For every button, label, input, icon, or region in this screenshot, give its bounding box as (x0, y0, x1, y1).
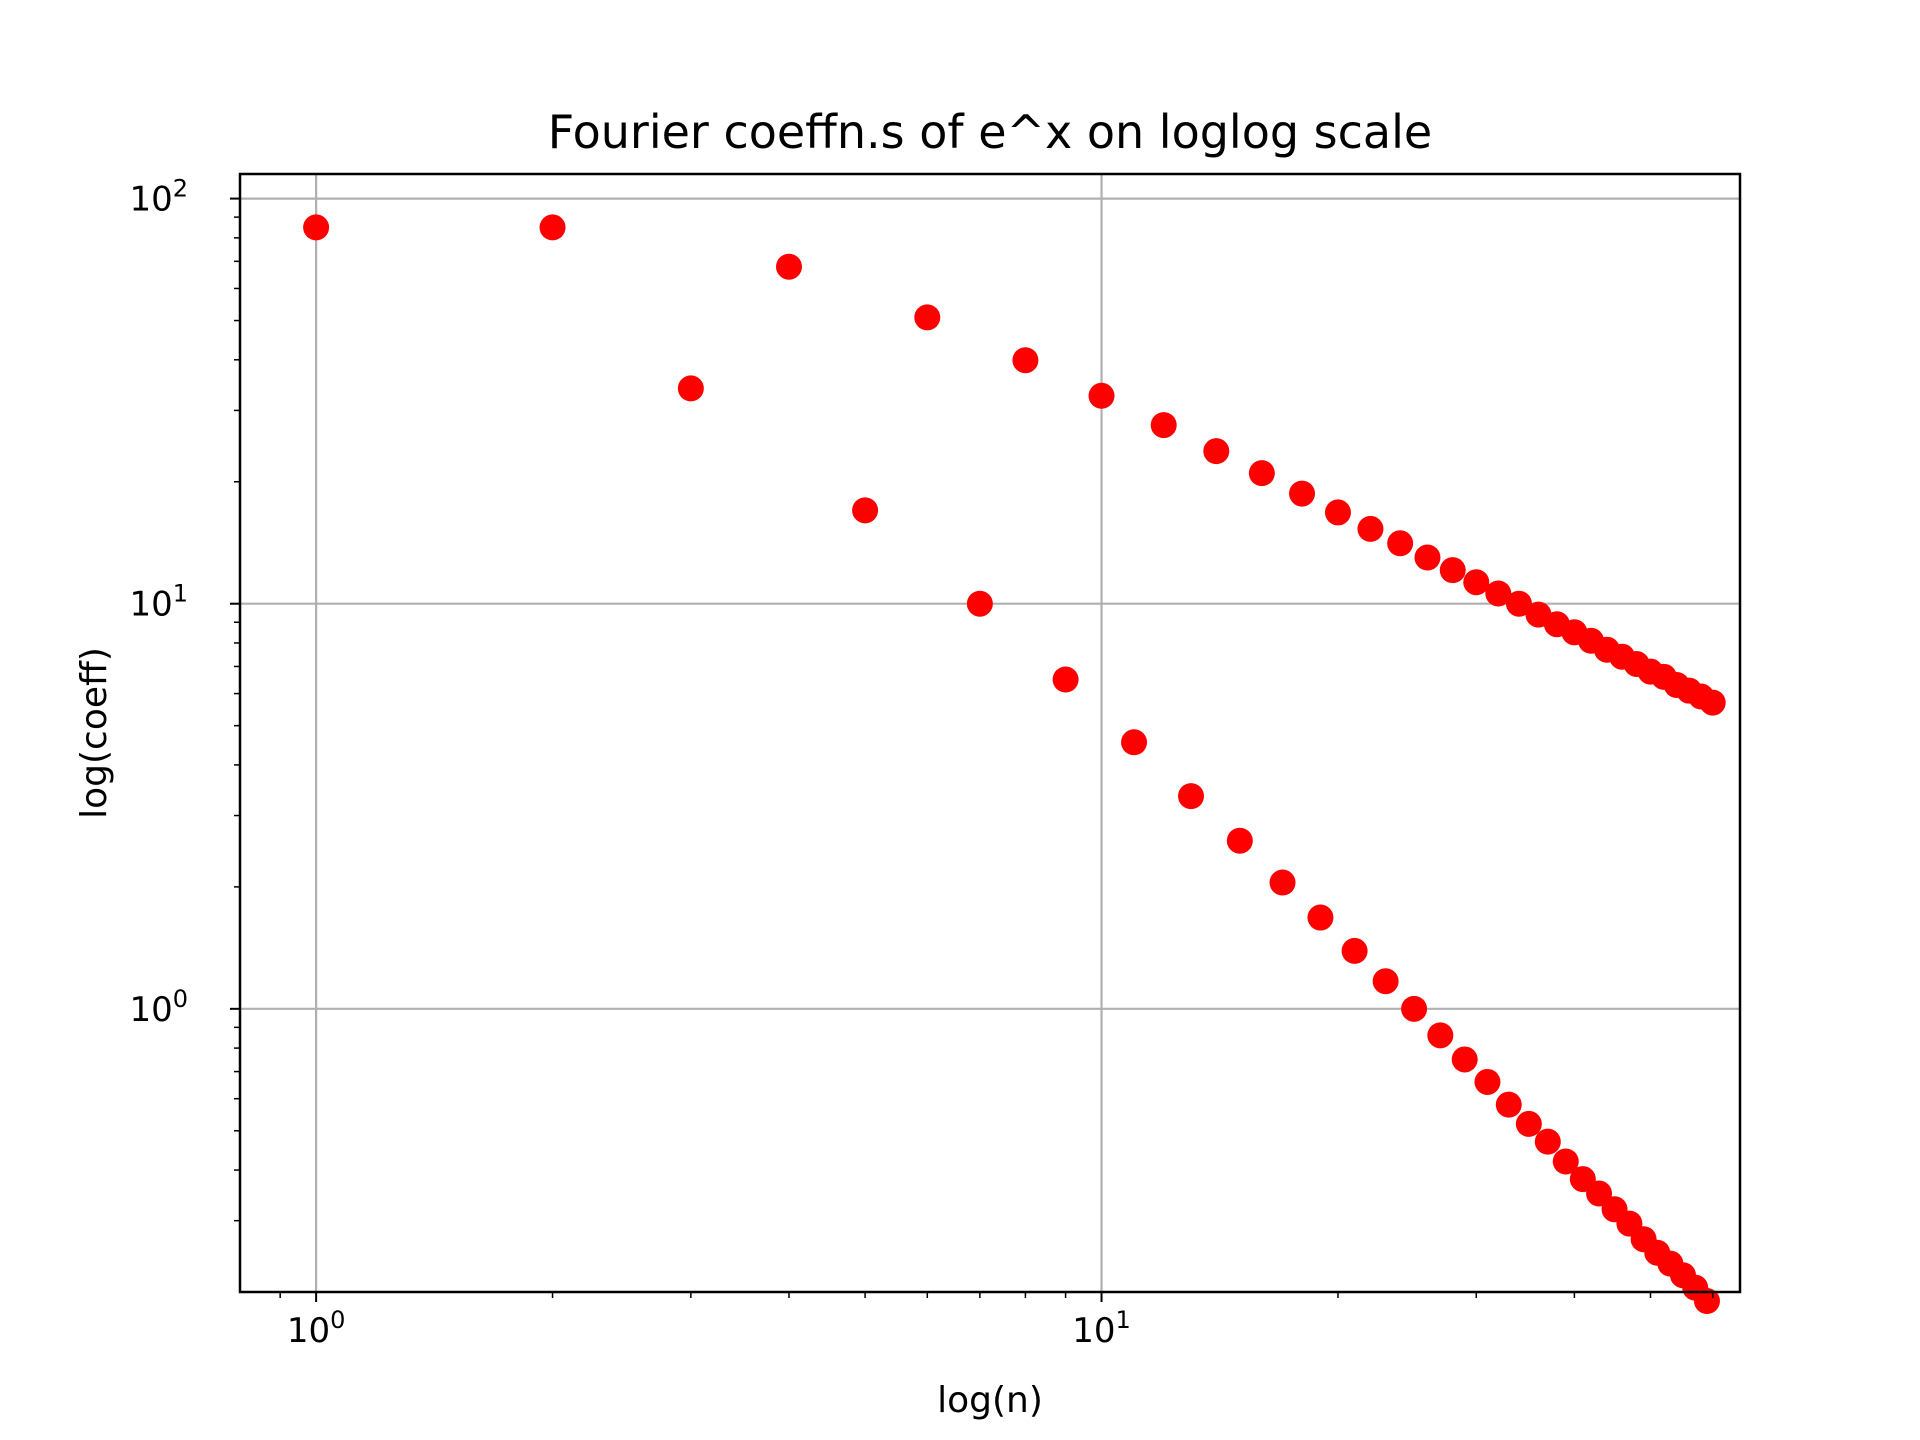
data-point (1534, 1128, 1561, 1155)
data-point (1269, 869, 1296, 896)
data-point (1178, 783, 1205, 810)
data-point (966, 590, 993, 617)
data-point (1414, 544, 1441, 571)
data-point (914, 304, 941, 331)
data-point (1451, 1046, 1478, 1073)
plot-area-frame (238, 172, 1742, 1294)
data-point (1203, 438, 1230, 465)
data-point (1474, 1068, 1501, 1095)
data-points (303, 214, 1726, 1315)
x-axis-label: log(n) (937, 1380, 1043, 1421)
data-point (1341, 937, 1368, 964)
data-point (1357, 515, 1384, 542)
x-tick-label-exponent: 0 (330, 1306, 345, 1334)
y-tick-label: 100 (129, 985, 188, 1030)
data-point (1372, 968, 1399, 995)
data-point (677, 375, 704, 402)
data-point (1693, 1288, 1720, 1315)
axis-ticks (230, 197, 1714, 1302)
data-point (852, 497, 879, 524)
data-point (1387, 530, 1414, 557)
data-point (1121, 729, 1148, 756)
data-point (775, 253, 802, 280)
data-point (1150, 412, 1177, 439)
y-tick-label-exponent: 1 (173, 580, 188, 608)
data-point (1289, 480, 1316, 507)
data-point (1552, 1148, 1579, 1175)
data-point (1324, 499, 1351, 526)
y-tick-label-exponent: 2 (173, 175, 188, 203)
data-point (1439, 557, 1466, 584)
data-point (1427, 1022, 1454, 1049)
chart-title: Fourier coeffn.s of e^x on loglog scale (548, 105, 1432, 159)
data-point (1248, 460, 1275, 487)
data-point (1485, 580, 1512, 607)
data-point (1699, 689, 1726, 716)
data-point (1012, 347, 1039, 374)
y-axis-label: log(coeff) (74, 647, 115, 819)
data-point (1495, 1091, 1522, 1118)
data-point (1515, 1110, 1542, 1137)
data-point (1401, 995, 1428, 1022)
data-point (1505, 590, 1532, 617)
data-point (1307, 904, 1334, 931)
y-tick-label-exponent: 0 (173, 985, 188, 1013)
data-point (539, 214, 566, 241)
data-point (1052, 666, 1079, 693)
data-point (1463, 569, 1490, 596)
data-point (303, 214, 330, 241)
x-tick-label-exponent: 1 (1116, 1306, 1131, 1334)
data-point (1088, 382, 1115, 409)
data-point (1226, 827, 1253, 854)
